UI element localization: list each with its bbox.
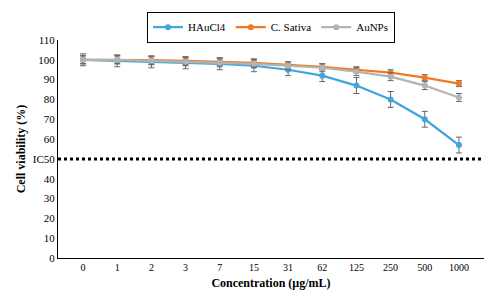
svg-text:7: 7 xyxy=(217,262,222,273)
svg-text:500: 500 xyxy=(417,262,432,273)
svg-text:15: 15 xyxy=(249,262,259,273)
svg-text:20: 20 xyxy=(44,212,56,224)
svg-text:40: 40 xyxy=(44,173,56,185)
svg-text:0: 0 xyxy=(49,252,55,264)
svg-text:70: 70 xyxy=(44,113,56,125)
svg-text:3: 3 xyxy=(183,262,188,273)
svg-text:30: 30 xyxy=(44,192,56,204)
svg-text:Cell viability (%): Cell viability (%) xyxy=(14,105,28,194)
svg-text:125: 125 xyxy=(349,262,364,273)
svg-text:1000: 1000 xyxy=(449,262,469,273)
svg-text:10: 10 xyxy=(44,232,56,244)
svg-text:80: 80 xyxy=(44,93,56,105)
svg-text:IC50: IC50 xyxy=(33,153,56,165)
svg-text:31: 31 xyxy=(283,262,293,273)
svg-text:250: 250 xyxy=(383,262,398,273)
svg-text:60: 60 xyxy=(44,133,56,145)
svg-text:90: 90 xyxy=(44,73,56,85)
svg-text:AuNPs: AuNPs xyxy=(356,21,388,33)
svg-text:110: 110 xyxy=(39,34,56,46)
svg-text:2: 2 xyxy=(149,262,154,273)
svg-text:1: 1 xyxy=(115,262,120,273)
svg-text:0: 0 xyxy=(81,262,86,273)
svg-text:100: 100 xyxy=(38,54,55,66)
svg-text:Concentration (µg/mL): Concentration (µg/mL) xyxy=(211,276,330,290)
svg-text:62: 62 xyxy=(317,262,327,273)
svg-text:C. Sativa: C. Sativa xyxy=(271,21,311,33)
svg-text:HAuCl4: HAuCl4 xyxy=(188,21,226,33)
